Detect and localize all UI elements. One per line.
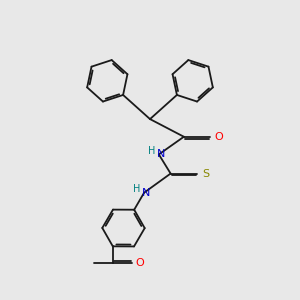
Text: H: H xyxy=(148,146,156,157)
Text: O: O xyxy=(136,257,145,268)
Text: H: H xyxy=(133,184,140,194)
Text: O: O xyxy=(214,132,223,142)
Text: N: N xyxy=(157,149,165,159)
Text: N: N xyxy=(141,188,150,198)
Text: S: S xyxy=(202,169,209,178)
